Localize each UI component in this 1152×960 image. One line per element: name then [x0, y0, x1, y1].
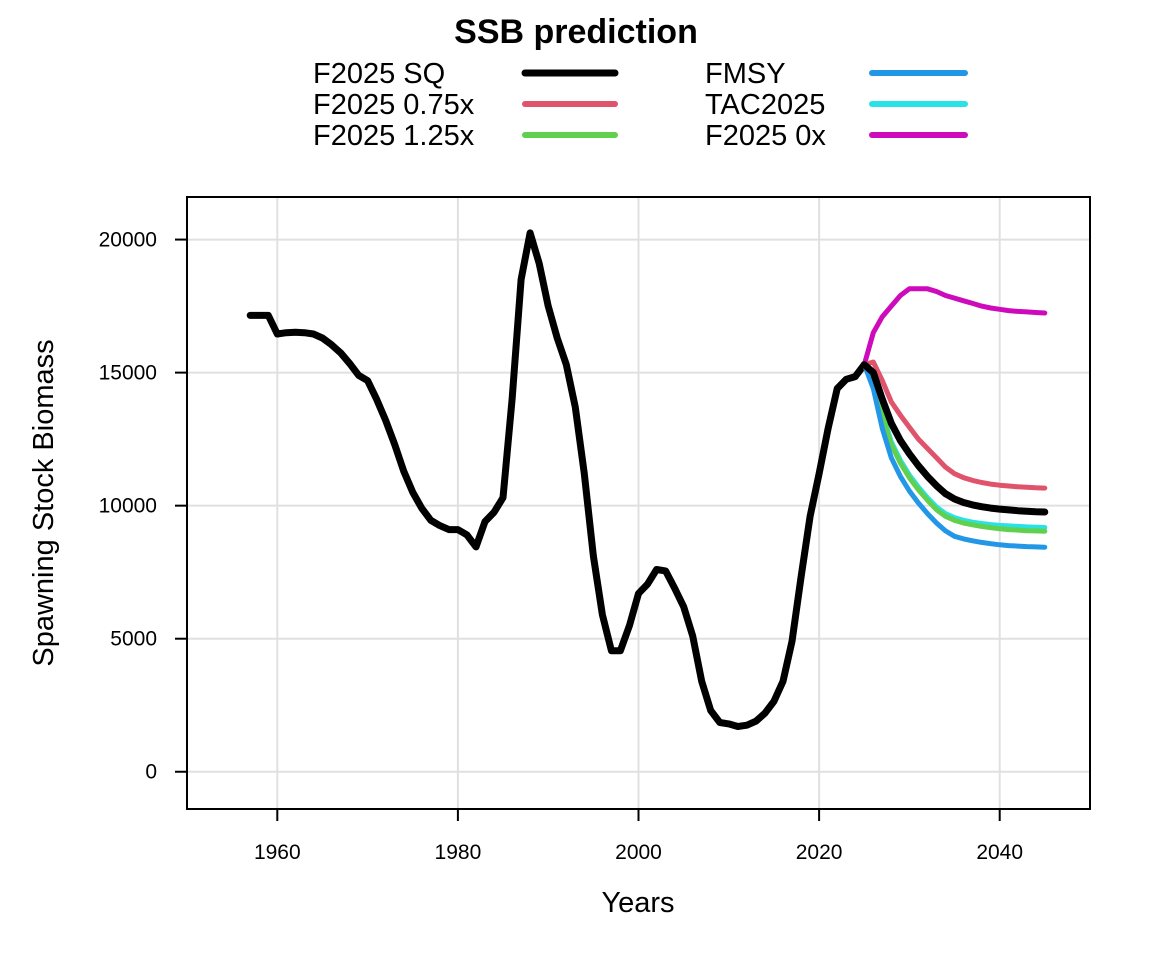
gridlines — [187, 197, 1090, 809]
series-line-f2025-1-25x — [861, 362, 1048, 534]
x-tick-label-2040: 2040 — [976, 841, 1023, 864]
legend-label-fmsy: FMSY — [705, 58, 786, 90]
y-tick-label-20000: 20000 — [99, 229, 157, 252]
series-line-fmsy — [861, 362, 1048, 550]
x-axis-title: Years — [601, 887, 674, 919]
y-tick-label-0: 0 — [145, 761, 157, 784]
x-tick-label-2020: 2020 — [796, 841, 843, 864]
y-axis-title: Spawning Stock Biomass — [28, 339, 60, 666]
y-tick-label-15000: 15000 — [99, 362, 157, 385]
x-tick-label-2000: 2000 — [615, 841, 662, 864]
x-tick-label-1980: 1980 — [435, 841, 482, 864]
series-line-historical — [246, 229, 868, 730]
y-axis: 0 5000 10000 15000 20000 — [99, 229, 187, 784]
legend-label-f2025-1-25x: F2025 1.25x — [313, 120, 475, 152]
legend-label-f2025-0-75x: F2025 0.75x — [313, 89, 475, 121]
series-layer — [246, 229, 1049, 730]
x-axis: 1960 1980 2000 2020 2040 — [254, 809, 1023, 864]
series-line-f2025-sq — [860, 361, 1049, 516]
x-tick-label-1960: 1960 — [254, 841, 301, 864]
series-line-f2025-0x — [861, 286, 1048, 368]
chart-title: SSB prediction — [454, 13, 698, 51]
legend-label-tac2025: TAC2025 — [705, 89, 825, 121]
y-tick-label-10000: 10000 — [99, 495, 157, 518]
series-line-f2025-0-75x — [861, 359, 1048, 491]
legend-label-f2025-0x: F2025 0x — [705, 120, 826, 152]
legend-label-f2025-sq: F2025 SQ — [313, 58, 445, 90]
y-tick-label-5000: 5000 — [110, 628, 157, 651]
